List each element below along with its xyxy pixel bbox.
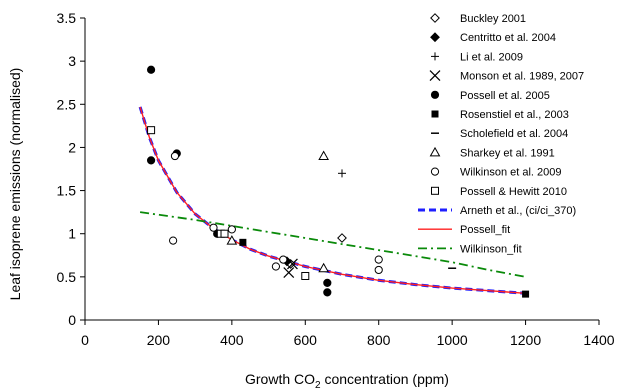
x-tick-label: 800 xyxy=(367,332,391,348)
legend: Buckley 2001 Centritto et al. 2004 Li et a… xyxy=(418,13,584,255)
x-tick-label: 0 xyxy=(81,332,89,348)
y-tick-label: 1.5 xyxy=(57,183,77,199)
data-point xyxy=(374,265,383,275)
legend-label: Scholefield et al. 2004 xyxy=(460,128,568,140)
fit-line xyxy=(139,106,526,294)
chart-ticks: 0 0.5 1 1.5 2 2.5 3 3.5 0 200 400 600 800 1000 1200 140… xyxy=(57,10,615,348)
x-tick-label: 1000 xyxy=(437,332,468,348)
y-tick-label: 2 xyxy=(68,139,76,155)
legend-symbol xyxy=(430,32,440,43)
legend-label: Li et al. 2009 xyxy=(460,51,523,63)
x-tick-label: 200 xyxy=(147,332,171,348)
legend-symbol xyxy=(431,186,439,195)
chart-axes xyxy=(84,18,599,321)
legend-label: Centritto et al. 2004 xyxy=(460,32,556,44)
y-tick-label: 1 xyxy=(68,226,76,242)
data-point xyxy=(239,238,247,246)
data-point xyxy=(318,150,329,161)
legend-label: Possell & Hewitt 2010 xyxy=(460,186,567,198)
fit-lines xyxy=(138,106,526,295)
legend-symbol xyxy=(431,110,439,118)
data-point xyxy=(169,236,178,245)
legend-symbol xyxy=(429,70,441,82)
data-point xyxy=(283,267,295,278)
y-tick-label: 2.5 xyxy=(57,96,77,112)
x-tick-label: 1200 xyxy=(510,332,541,348)
data-point xyxy=(374,255,383,264)
data-point xyxy=(220,229,229,238)
legend-label: Rosenstiel et al., 2003 xyxy=(460,109,569,121)
data-point xyxy=(279,255,288,264)
legend-symbol xyxy=(431,52,439,61)
data-point xyxy=(337,233,347,243)
legend-symbol xyxy=(430,13,440,23)
data-point xyxy=(227,225,236,234)
y-axis-title: Leaf isoprene emissions (normalised) xyxy=(7,68,23,301)
legend-label: Possell_fit xyxy=(460,224,510,236)
data-point xyxy=(146,65,156,74)
fit-line xyxy=(139,211,526,278)
data-point xyxy=(170,151,180,161)
legend-label: Monson et al. 1989, 2007 xyxy=(460,71,584,83)
x-axis-title: Growth CO2 concentration (ppm) xyxy=(245,371,449,389)
data-point xyxy=(146,156,156,165)
y-tick-label: 0 xyxy=(68,312,76,328)
legend-label: Buckley 2001 xyxy=(460,13,526,25)
legend-label: Possell et al. 2005 xyxy=(460,90,550,102)
data-point xyxy=(318,262,329,273)
data-point xyxy=(147,126,156,135)
legend-label: Arneth et al., (ci/ci_370) xyxy=(460,205,576,217)
legend-symbol xyxy=(430,90,440,99)
y-tick-label: 3 xyxy=(68,53,76,69)
y-tick-label: 0.5 xyxy=(57,269,77,285)
data-point xyxy=(301,271,310,280)
data-point xyxy=(522,290,530,298)
data-point xyxy=(226,235,238,245)
data-point xyxy=(287,258,298,270)
data-point xyxy=(271,262,281,271)
data-point xyxy=(323,288,332,297)
data-point xyxy=(338,169,346,178)
data-point xyxy=(209,223,218,232)
y-tick-label: 3.5 xyxy=(57,10,77,26)
legend-label: Wilkinson_fit xyxy=(460,243,522,255)
legend-symbol xyxy=(430,167,440,176)
data-point xyxy=(323,278,332,287)
legend-symbol xyxy=(429,146,441,157)
x-tick-label: 400 xyxy=(220,332,244,348)
x-tick-label: 600 xyxy=(294,332,318,348)
legend-label: Wilkinson et al. 2009 xyxy=(460,167,562,179)
legend-label: Sharkey et al. 1991 xyxy=(460,147,555,159)
data-points xyxy=(146,65,530,298)
x-tick-label: 1400 xyxy=(583,332,614,348)
